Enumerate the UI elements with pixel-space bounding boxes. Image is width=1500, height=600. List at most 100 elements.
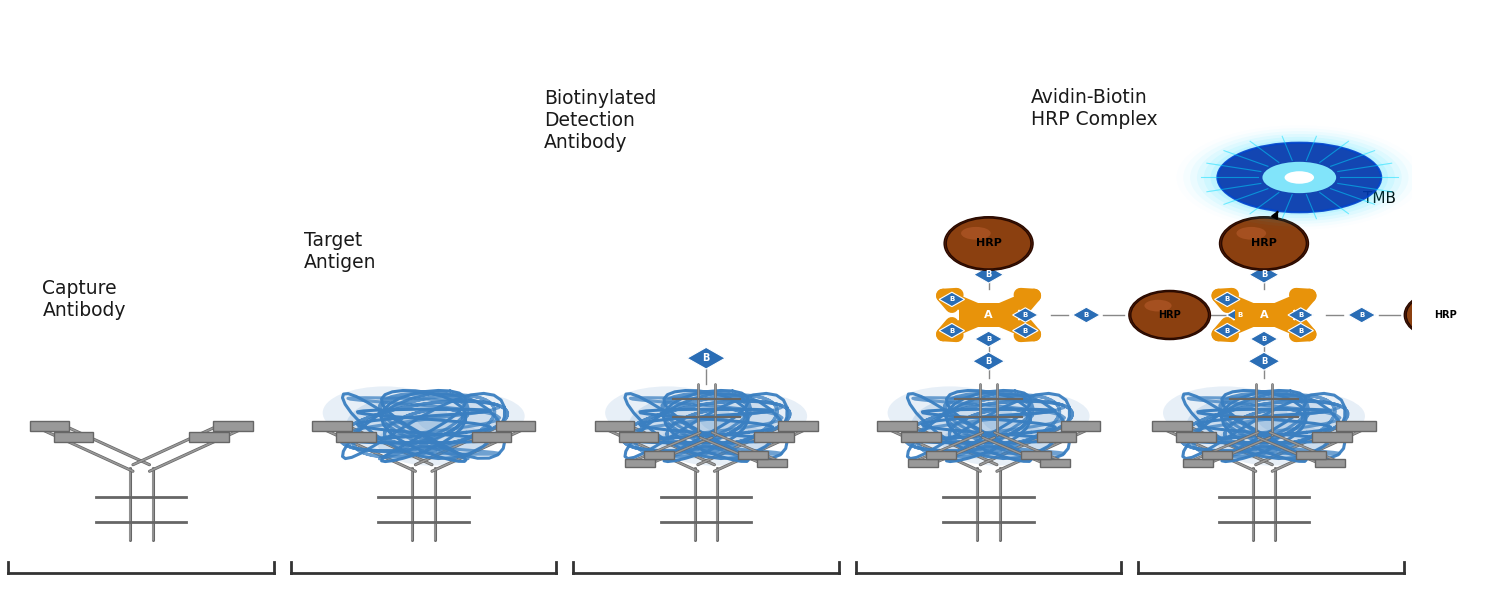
FancyBboxPatch shape xyxy=(1152,421,1192,431)
FancyBboxPatch shape xyxy=(618,431,658,442)
Text: HRP: HRP xyxy=(975,238,1002,248)
Ellipse shape xyxy=(1404,290,1486,340)
Polygon shape xyxy=(687,347,724,369)
Ellipse shape xyxy=(1130,290,1210,340)
Circle shape xyxy=(1452,267,1500,339)
Circle shape xyxy=(1197,134,1401,221)
Polygon shape xyxy=(1250,331,1278,347)
FancyBboxPatch shape xyxy=(30,421,69,431)
Ellipse shape xyxy=(1406,292,1484,338)
FancyBboxPatch shape xyxy=(336,431,375,442)
Text: B: B xyxy=(1298,312,1304,318)
Circle shape xyxy=(322,386,447,439)
FancyBboxPatch shape xyxy=(1312,431,1352,442)
Polygon shape xyxy=(972,352,1005,370)
Polygon shape xyxy=(1288,323,1314,338)
FancyBboxPatch shape xyxy=(878,421,916,431)
FancyBboxPatch shape xyxy=(1040,459,1070,467)
Text: B: B xyxy=(1224,296,1230,302)
Text: B: B xyxy=(986,356,992,365)
Circle shape xyxy=(1186,393,1341,459)
Polygon shape xyxy=(958,302,1018,328)
Ellipse shape xyxy=(946,218,1030,269)
Text: Avidin-Biotin
HRP Complex: Avidin-Biotin HRP Complex xyxy=(1030,88,1158,128)
Ellipse shape xyxy=(1220,217,1308,270)
FancyBboxPatch shape xyxy=(495,421,536,431)
FancyBboxPatch shape xyxy=(1296,451,1326,459)
Text: B: B xyxy=(1298,328,1304,334)
Circle shape xyxy=(628,393,784,459)
Polygon shape xyxy=(1234,302,1293,328)
Polygon shape xyxy=(1227,307,1254,323)
Circle shape xyxy=(1460,270,1500,336)
Polygon shape xyxy=(1250,266,1280,283)
Text: Capture
Antibody: Capture Antibody xyxy=(42,280,126,320)
Ellipse shape xyxy=(944,217,1034,270)
FancyBboxPatch shape xyxy=(1316,459,1346,467)
FancyBboxPatch shape xyxy=(1202,451,1231,459)
Text: B: B xyxy=(950,296,954,302)
Ellipse shape xyxy=(1420,300,1448,311)
Circle shape xyxy=(1203,137,1395,218)
FancyBboxPatch shape xyxy=(1036,431,1076,442)
Polygon shape xyxy=(1248,352,1280,370)
Ellipse shape xyxy=(1144,300,1172,311)
FancyBboxPatch shape xyxy=(1184,459,1214,467)
Ellipse shape xyxy=(1236,227,1266,239)
FancyBboxPatch shape xyxy=(54,431,93,442)
FancyBboxPatch shape xyxy=(594,421,634,431)
Circle shape xyxy=(416,393,525,439)
FancyBboxPatch shape xyxy=(471,431,512,442)
Circle shape xyxy=(699,393,807,439)
Text: TMB: TMB xyxy=(1364,191,1396,206)
Text: B: B xyxy=(986,336,992,342)
Circle shape xyxy=(1263,162,1336,193)
Text: HRP: HRP xyxy=(1158,310,1180,320)
Text: A: A xyxy=(984,310,993,320)
FancyBboxPatch shape xyxy=(902,431,940,442)
Ellipse shape xyxy=(1131,292,1209,338)
Text: B: B xyxy=(1023,312,1028,318)
Circle shape xyxy=(1256,393,1365,439)
Circle shape xyxy=(660,419,768,466)
Ellipse shape xyxy=(1221,218,1306,269)
Polygon shape xyxy=(974,266,1004,283)
Circle shape xyxy=(981,393,1089,439)
Text: B: B xyxy=(1023,328,1028,334)
Circle shape xyxy=(1162,386,1287,439)
Text: Biotinylated
Detection
Antibody: Biotinylated Detection Antibody xyxy=(543,88,656,151)
Text: B: B xyxy=(1224,328,1230,334)
FancyBboxPatch shape xyxy=(1022,451,1052,459)
Text: HRP: HRP xyxy=(1251,238,1276,248)
FancyBboxPatch shape xyxy=(778,421,818,431)
Text: B: B xyxy=(702,353,709,363)
Text: B: B xyxy=(986,270,992,279)
Circle shape xyxy=(1218,143,1382,212)
FancyBboxPatch shape xyxy=(626,459,656,467)
Polygon shape xyxy=(939,323,964,338)
Polygon shape xyxy=(1348,307,1376,323)
Text: Target
Antigen: Target Antigen xyxy=(303,232,376,272)
Polygon shape xyxy=(1072,307,1100,323)
FancyBboxPatch shape xyxy=(189,431,230,442)
Circle shape xyxy=(1284,171,1314,184)
FancyBboxPatch shape xyxy=(926,451,957,459)
FancyBboxPatch shape xyxy=(1176,431,1216,442)
Text: B: B xyxy=(1262,336,1266,342)
Circle shape xyxy=(942,419,1050,466)
FancyBboxPatch shape xyxy=(754,431,794,442)
Polygon shape xyxy=(1215,292,1240,307)
Text: B: B xyxy=(950,328,954,334)
FancyBboxPatch shape xyxy=(213,421,254,431)
Circle shape xyxy=(910,393,1066,459)
Polygon shape xyxy=(1013,308,1038,322)
Text: A: A xyxy=(1260,310,1269,320)
Polygon shape xyxy=(1215,323,1240,338)
Ellipse shape xyxy=(962,227,990,239)
FancyBboxPatch shape xyxy=(1060,421,1100,431)
FancyBboxPatch shape xyxy=(312,421,351,431)
Polygon shape xyxy=(975,331,1002,347)
Text: B: B xyxy=(1083,312,1089,318)
FancyBboxPatch shape xyxy=(1336,421,1376,431)
Polygon shape xyxy=(1288,308,1314,322)
